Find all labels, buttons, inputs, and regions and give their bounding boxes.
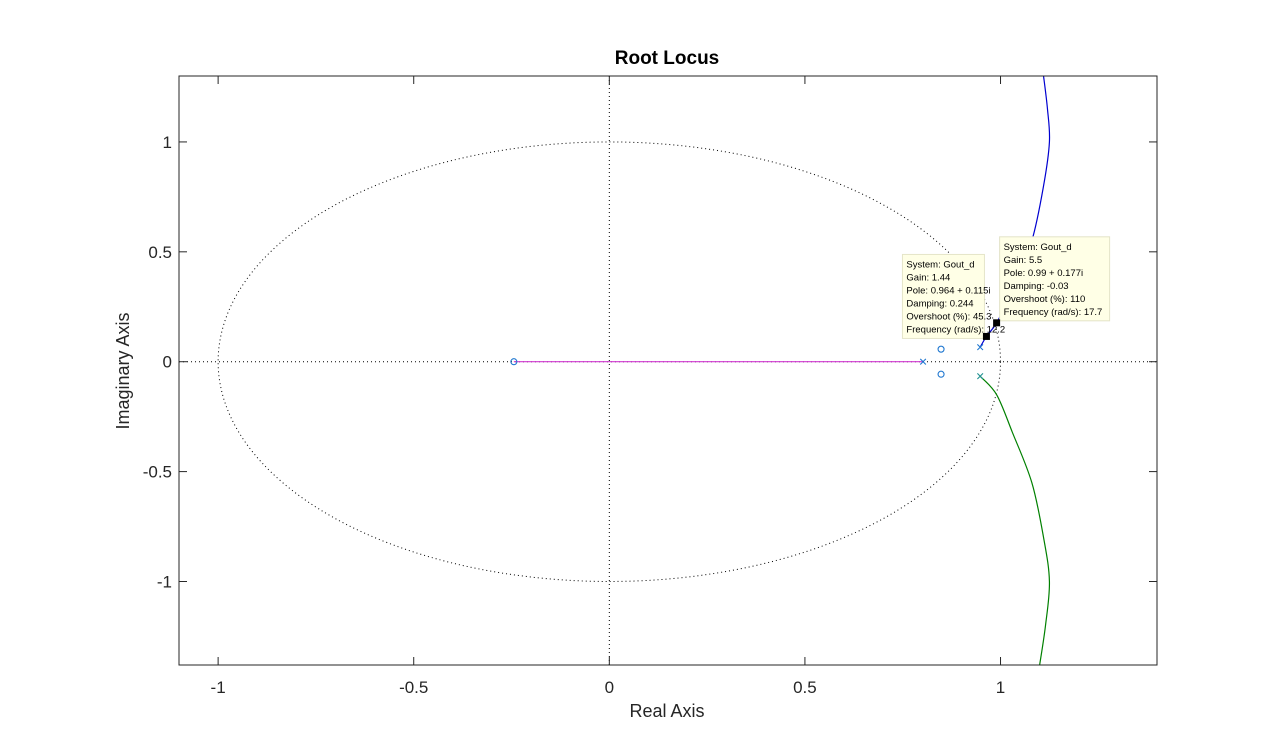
chart-title: Root Locus xyxy=(615,48,720,69)
y-tick-label: 0.5 xyxy=(148,243,172,262)
datatip-line: Pole: 0.964 + 0.115i xyxy=(906,285,990,296)
datatip-line: Overshoot (%): 110 xyxy=(1004,294,1086,305)
plot-content xyxy=(179,76,1157,665)
x-tick-label: 0.5 xyxy=(793,678,817,697)
y-tick-label: 1 xyxy=(163,133,172,152)
datatip-line: Overshoot (%): 45.3 xyxy=(906,311,991,322)
datatip-2: System: Gout_d Gain: 5.5 Pole: 0.99 + 0.17… xyxy=(993,236,1111,327)
x-tick-label: 0 xyxy=(605,678,614,697)
datatip-line: Frequency (rad/s): 17.7 xyxy=(1004,307,1103,318)
zero-marker-1 xyxy=(510,358,518,366)
y-tick-label: -1 xyxy=(157,572,172,591)
datatip-marker xyxy=(993,319,1001,327)
datatip-line: Damping: -0.03 xyxy=(1004,281,1069,292)
y-tick-label: -0.5 xyxy=(143,463,172,482)
x-tick-label: 1 xyxy=(996,678,1005,697)
plot-area: -1 -0.5 0 0.5 1 -1 -0.5 0 0.5 1 System: Gout_d Gain… xyxy=(143,75,1158,697)
unit-circle xyxy=(217,141,1002,582)
datatip-line: Gain: 5.5 xyxy=(1004,255,1043,266)
pole-stroke-b xyxy=(919,358,927,365)
y-tick-label: 0 xyxy=(163,353,172,372)
pole-stroke-b xyxy=(976,344,984,351)
datatip-line: System: Gout_d xyxy=(906,259,974,270)
datatip-line: Damping: 0.244 xyxy=(906,298,973,309)
pole-marker-1 xyxy=(919,358,927,365)
datatip-marker xyxy=(982,332,990,340)
x-tick-label: -0.5 xyxy=(399,678,428,697)
pole-marker-3 xyxy=(976,373,984,380)
zero-marker-2 xyxy=(937,345,945,353)
locus-branch-3 xyxy=(979,375,1051,665)
datatip-box xyxy=(901,253,985,339)
datatip-1: System: Gout_d Gain: 1.44 Pole: 0.964 + 0.… xyxy=(901,253,1005,340)
pole-marker-2 xyxy=(976,344,984,351)
datatip-line: Frequency (rad/s): 12.2 xyxy=(906,324,1005,335)
datatip-line: Gain: 1.44 xyxy=(906,272,950,283)
datatip-line: System: Gout_d xyxy=(1004,242,1072,253)
y-axis-title: Imaginary Axis xyxy=(113,312,133,429)
datatip-box xyxy=(999,236,1111,322)
axes-box xyxy=(178,75,1158,666)
x-tick-label: -1 xyxy=(211,678,226,697)
pole-stroke-b xyxy=(976,373,984,380)
datatip-line: Pole: 0.99 + 0.177i xyxy=(1004,268,1083,279)
x-axis-title: Real Axis xyxy=(629,701,704,721)
zero-marker-3 xyxy=(937,370,945,378)
